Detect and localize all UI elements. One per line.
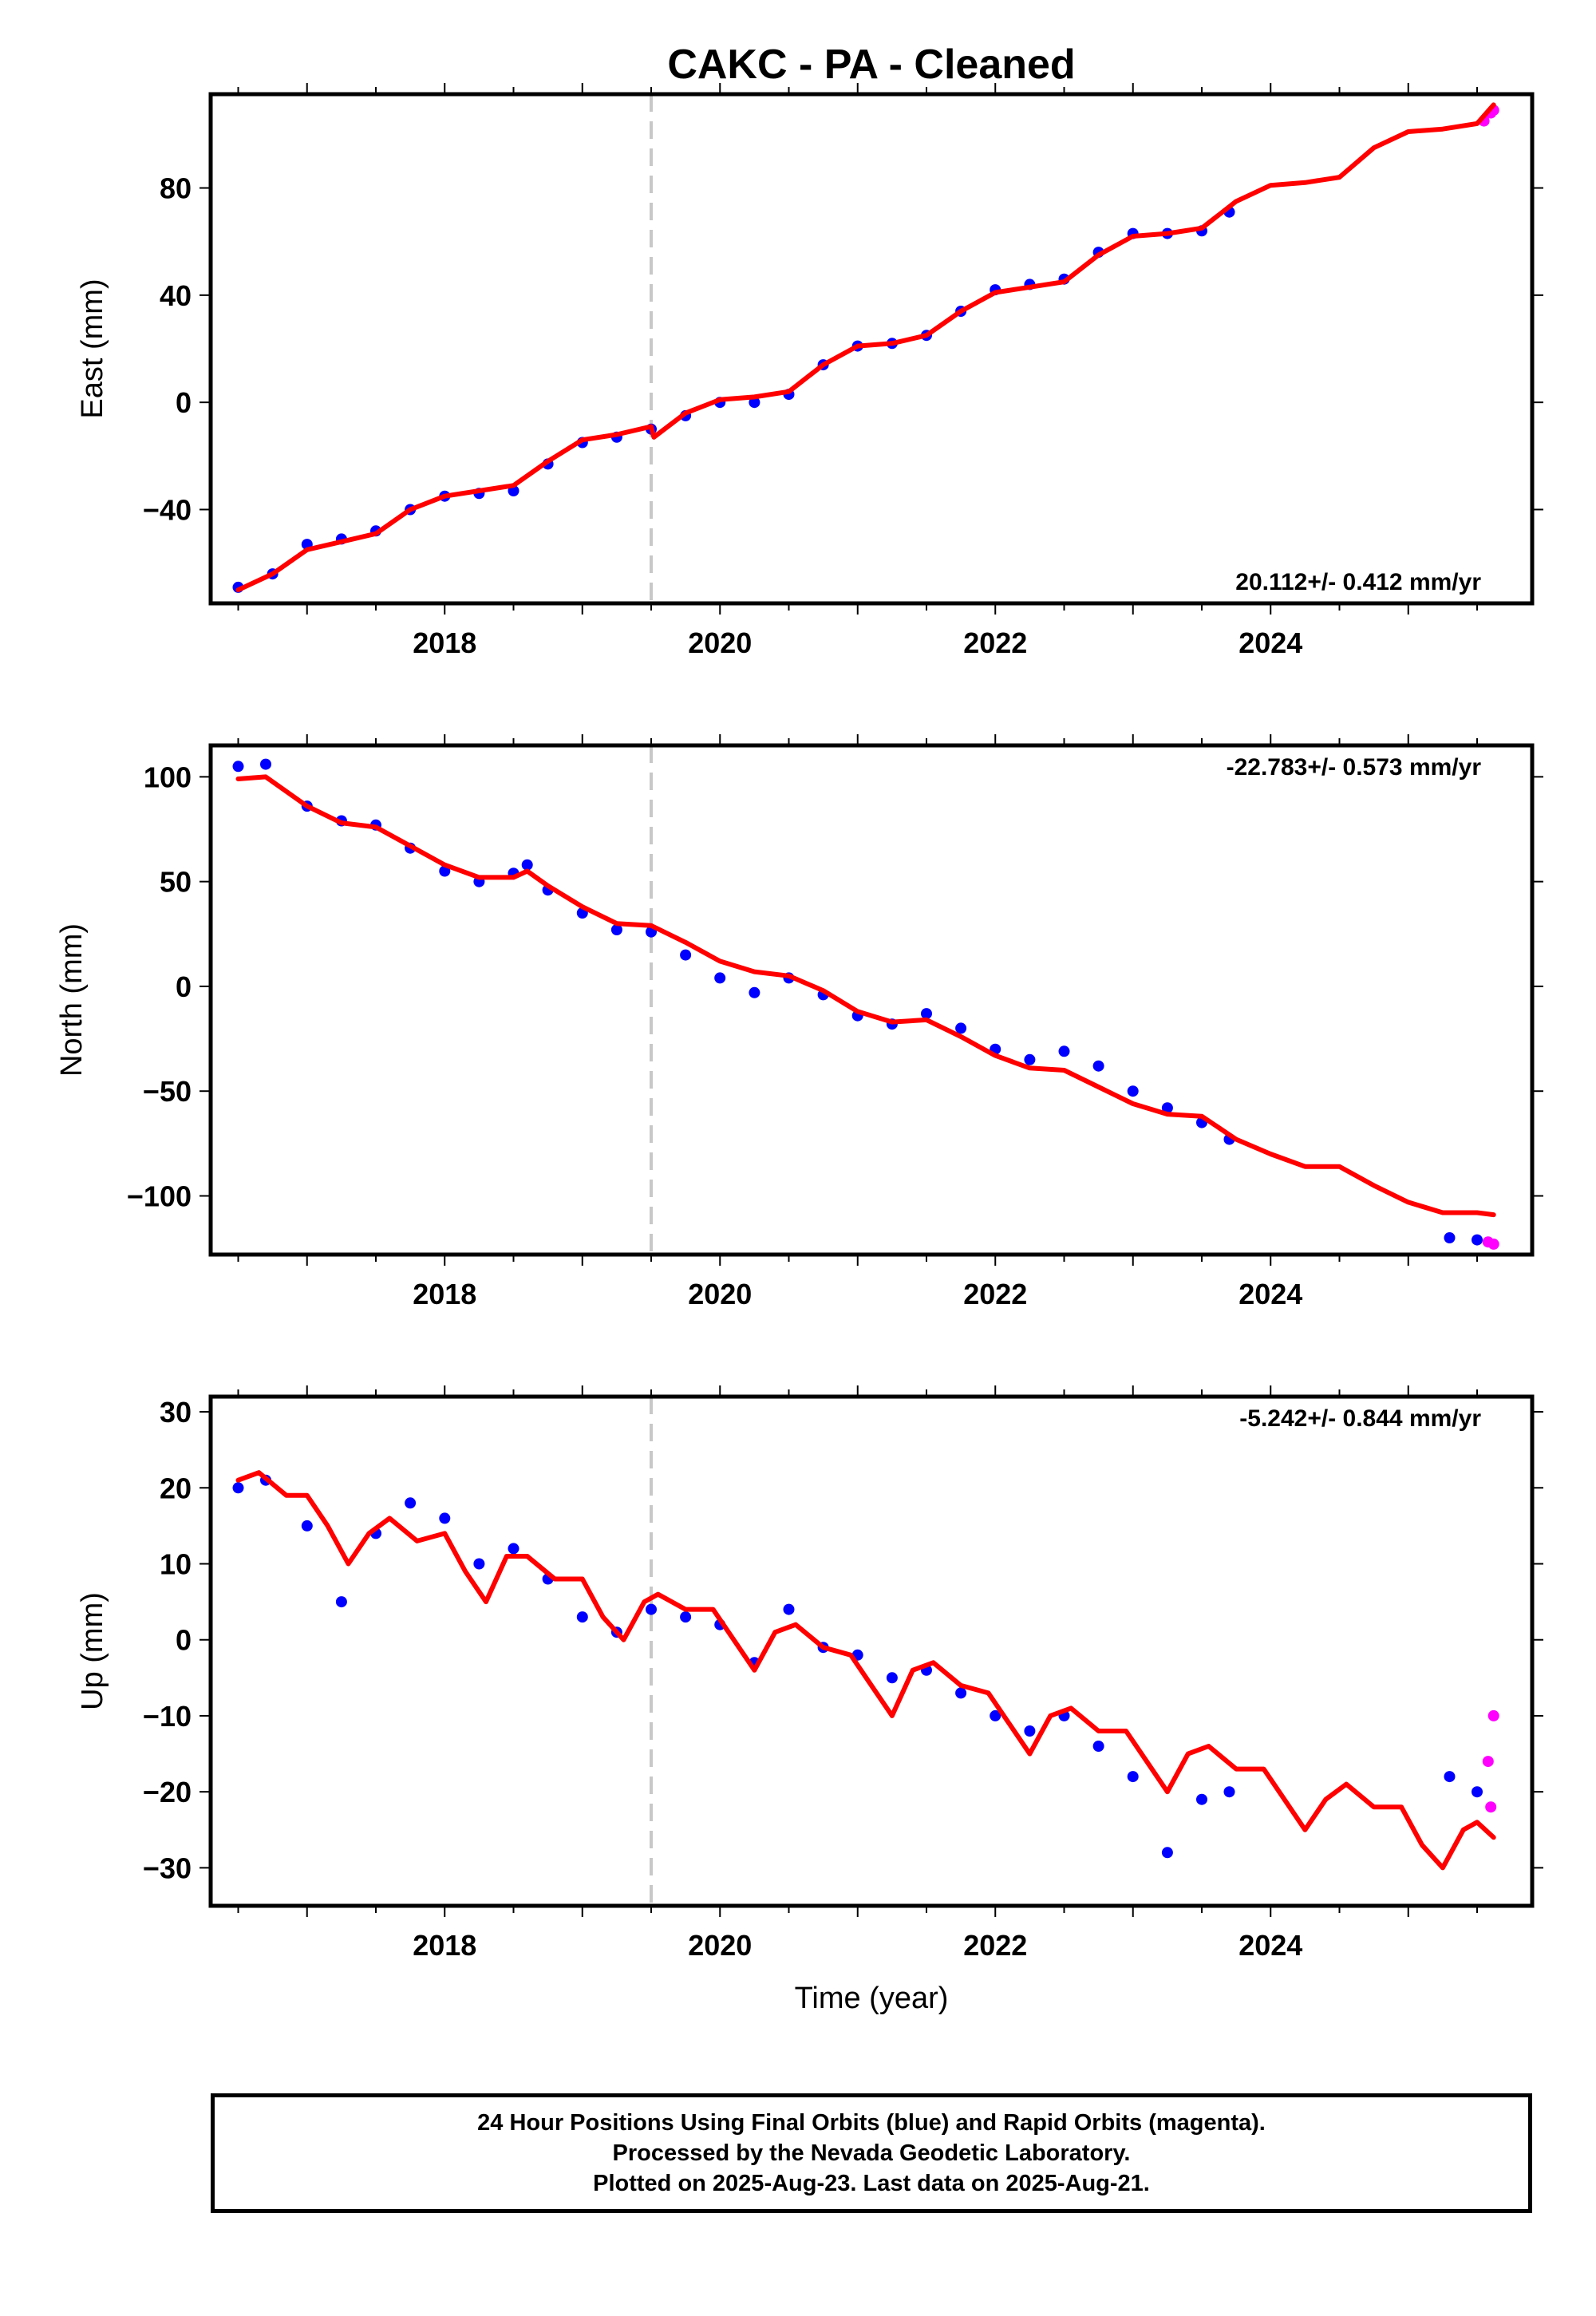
- footer-line-3: Plotted on 2025-Aug-23. Last data on 202…: [593, 2171, 1150, 2196]
- up-final-point: [1223, 1786, 1235, 1798]
- up-marks: 2018 2020 2022 2024 −30 −20 −10 0 10 20 30: [143, 1385, 1543, 1962]
- east-model-line: [235, 102, 1496, 593]
- panel-east: 2018 2020 2022 2024 −40 0 40 80 East (mm) 20.11…: [76, 83, 1543, 659]
- up-x-tick-label: 2018: [413, 1929, 476, 1962]
- north-rapid-point: [1487, 1238, 1499, 1250]
- east-x-tick-label: 2018: [413, 626, 476, 659]
- up-y-tick-label: 20: [160, 1472, 192, 1504]
- up-final-point: [1196, 1793, 1207, 1805]
- north-x-tick-label: 2024: [1238, 1278, 1302, 1310]
- east-y-tick-label: −40: [143, 493, 192, 526]
- north-model-line: [235, 774, 1496, 1218]
- up-final-point: [1092, 1741, 1104, 1752]
- up-final-point: [473, 1558, 485, 1570]
- north-y-axis-label: North (mm): [55, 923, 89, 1077]
- east-y-tick-label: 0: [176, 386, 192, 419]
- up-final-point: [405, 1497, 417, 1509]
- up-y-tick-label: 10: [160, 1547, 192, 1580]
- up-final-point: [335, 1596, 347, 1608]
- up-final-point: [955, 1687, 967, 1699]
- x-axis-label: Time (year): [795, 1982, 949, 2015]
- up-final-point: [1161, 1847, 1173, 1859]
- footer-line-1: 24 Hour Positions Using Final Orbits (bl…: [477, 2110, 1266, 2136]
- north-x-tick-label: 2018: [413, 1278, 476, 1310]
- east-rate-label: 20.112+/- 0.412 mm/yr: [1235, 569, 1481, 595]
- chart-title: CAKC - PA - Cleaned: [667, 41, 1075, 88]
- east-marks: 2018 2020 2022 2024 −40 0 40 80: [143, 83, 1543, 659]
- up-final-point: [508, 1543, 519, 1555]
- up-plot-frame: [208, 1394, 1535, 1908]
- up-final-point: [301, 1520, 313, 1531]
- up-final-point: [1444, 1771, 1456, 1783]
- north-final-point: [260, 758, 271, 770]
- north-y-tick-label: 50: [160, 866, 192, 899]
- up-final-point: [439, 1512, 451, 1524]
- up-final-point: [1024, 1725, 1036, 1737]
- up-final-point: [1127, 1771, 1139, 1783]
- north-final-point: [521, 859, 533, 871]
- up-final-point: [646, 1603, 657, 1615]
- footer-box: 24 Hour Positions Using Final Orbits (bl…: [211, 2093, 1532, 2213]
- north-final-point: [749, 986, 760, 998]
- east-x-tick-label: 2020: [688, 626, 752, 659]
- north-x-tick-label: 2020: [688, 1278, 752, 1310]
- north-final-point: [1444, 1232, 1456, 1243]
- east-y-tick-label: 80: [160, 172, 192, 205]
- up-rapid-point: [1485, 1801, 1497, 1813]
- north-final-point: [680, 949, 692, 961]
- north-final-point: [1092, 1060, 1104, 1072]
- north-final-point: [232, 761, 244, 773]
- north-marks: 2018 2020 2022 2024 −100 −50 0 50 100: [127, 734, 1543, 1310]
- panel-north: 2018 2020 2022 2024 −100 −50 0 50 100 North (mm)…: [55, 734, 1543, 1310]
- up-x-tick-label: 2020: [688, 1929, 752, 1962]
- north-y-tick-label: 100: [144, 761, 192, 793]
- north-final-point: [921, 1008, 932, 1020]
- up-x-tick-label: 2024: [1238, 1929, 1302, 1962]
- up-model-line: [235, 1470, 1496, 1871]
- north-y-tick-label: −100: [127, 1180, 192, 1212]
- up-final-point: [680, 1611, 692, 1623]
- north-final-point: [1058, 1045, 1070, 1057]
- north-final-point: [610, 924, 622, 935]
- up-y-tick-label: 0: [176, 1624, 192, 1657]
- north-x-tick-label: 2022: [963, 1278, 1027, 1310]
- east-x-tick-label: 2024: [1238, 626, 1302, 659]
- up-final-point: [783, 1603, 795, 1615]
- up-y-tick-label: −10: [143, 1700, 192, 1733]
- up-final-point: [1472, 1786, 1483, 1798]
- up-final-point: [576, 1611, 588, 1623]
- north-plot-frame: [208, 743, 1535, 1257]
- up-x-tick-label: 2022: [963, 1929, 1027, 1962]
- up-y-axis-label: Up (mm): [76, 1592, 109, 1710]
- up-rapid-point: [1487, 1709, 1499, 1721]
- north-rate-label: -22.783+/- 0.573 mm/yr: [1227, 754, 1482, 781]
- up-rapid-point: [1482, 1756, 1494, 1768]
- east-plot-frame: [208, 92, 1535, 606]
- north-final-point: [1127, 1085, 1139, 1097]
- footer-line-2: Processed by the Nevada Geodetic Laborat…: [612, 2140, 1131, 2166]
- up-y-tick-label: −30: [143, 1852, 192, 1884]
- north-y-tick-label: −50: [143, 1075, 192, 1108]
- east-y-tick-label: 40: [160, 279, 192, 312]
- east-final-point: [749, 397, 760, 409]
- panel-up: 2018 2020 2022 2024 −30 −20 −10 0 10 20 30 Up (mm)…: [76, 1385, 1543, 1962]
- east-y-axis-label: East (mm): [76, 279, 109, 418]
- north-final-point: [1161, 1102, 1173, 1114]
- east-x-tick-label: 2022: [963, 626, 1027, 659]
- north-y-tick-label: 0: [176, 970, 192, 1003]
- north-final-point: [955, 1022, 967, 1034]
- up-final-point: [232, 1482, 244, 1494]
- up-final-point: [990, 1709, 1001, 1721]
- north-final-point: [1472, 1234, 1483, 1246]
- up-rate-label: -5.242+/- 0.844 mm/yr: [1239, 1405, 1481, 1432]
- up-y-tick-label: 30: [160, 1396, 192, 1429]
- up-final-point: [886, 1672, 898, 1684]
- north-final-point: [1024, 1053, 1036, 1065]
- north-final-point: [714, 972, 726, 984]
- up-y-tick-label: −20: [143, 1776, 192, 1808]
